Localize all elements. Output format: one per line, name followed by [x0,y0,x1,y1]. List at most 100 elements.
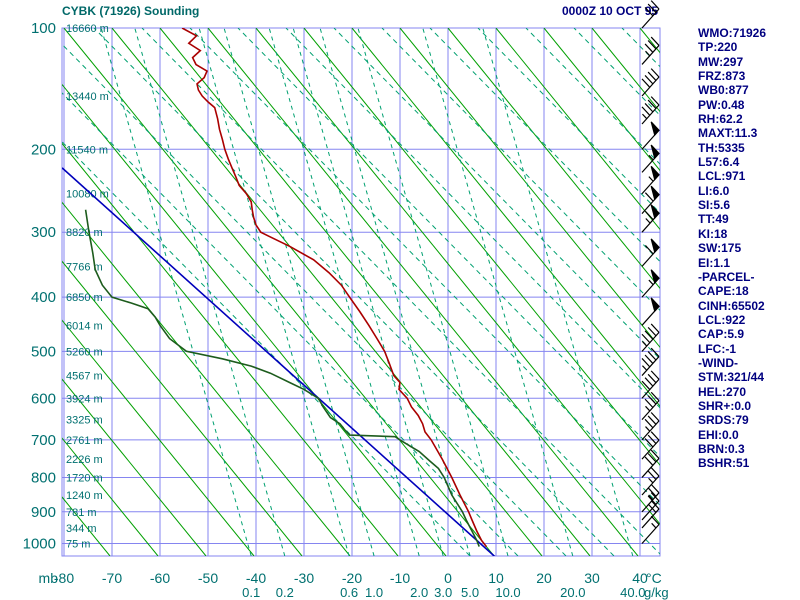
barb-full-tick [650,370,660,380]
barb-full-tick [641,333,651,344]
dry-adiabat-line [495,28,660,231]
dry-adiabat-line [159,28,591,556]
panel-line: SHR+:0.0 [698,398,752,413]
mixing-ratio-line [268,28,420,556]
pressure-tick-label: 800 [31,469,56,486]
temp-tick-label: 20 [536,570,552,586]
temp-tick-label: -70 [102,570,122,586]
barb-full-tick [644,354,654,364]
panel-line: PW:0.48 [698,97,745,112]
panel-line: L57:6.4 [698,155,740,170]
barb-flag [650,185,660,201]
barb-full-tick [647,415,657,425]
mixing-ratio-label: 20.0 [560,585,585,600]
barb-staff [641,104,660,125]
wind-barb [641,515,660,544]
barb-full-tick [650,96,660,106]
barb-half-tick [645,50,651,57]
wind-barb [641,204,660,233]
wind-barb [641,0,660,29]
barb-half-tick [641,341,648,347]
barb-full-tick [650,483,660,494]
height-label: 13440 m [66,91,109,103]
dry-adiabats [62,28,660,556]
panel-line: TT:49 [698,212,729,227]
barb-flag [650,121,660,137]
pressure-axis-labels: 100 200 300 400 500 600 700 800 900 1000 [23,20,56,553]
pressure-tick-label: 400 [31,289,56,306]
height-label: 3325 m [66,415,103,427]
dry-adiabat-line [62,319,255,556]
barb-full-tick [647,470,657,480]
wind-barb [641,185,660,214]
barb-full-tick [644,438,654,448]
panel-line: MW:297 [698,54,744,69]
mixing-ratio-label: 3.0 [434,585,452,600]
panel-line: KI:18 [698,226,728,241]
pressure-tick-label: 900 [31,504,56,521]
mixing-ratio-lines [100,28,634,556]
barb-half-tick [648,176,654,182]
barb-full-tick [644,43,654,53]
dry-adiabat-line [63,28,495,556]
plot-border [61,27,661,557]
wind-barb [641,121,660,150]
height-label: 5260 m [66,346,103,358]
panel-line: TH:5335 [698,140,745,155]
height-label: 11540 m [66,144,108,156]
temp-tick-label: 30 [584,570,600,586]
height-label: 3924 m [66,393,103,405]
wind-barb [641,449,660,478]
barb-half-tick [641,365,648,371]
panel-line: CAPE:18 [698,284,749,299]
wind-barb [641,483,660,513]
barb-full-tick [647,351,657,361]
chart-datetime: 0000Z 10 OCT 95 [562,4,659,18]
barb-full-tick [647,326,657,337]
barb-full-tick [647,434,657,444]
dry-adiabat-line [62,260,303,556]
wind-barb [641,297,660,326]
barb-full-tick [641,380,651,390]
barb-full-tick [647,453,657,463]
height-label: 344 m [66,523,97,535]
dewpoint-trace [84,209,480,547]
pressure-tick-label: 200 [31,141,56,158]
wind-barb [641,144,660,173]
mixing-ratio-label: 10.0 [495,585,520,600]
panel-line: EHI:0.0 [698,427,739,442]
height-label: 1240 m [66,490,103,502]
barb-full-tick [647,71,657,81]
panel-line: STM:321/44 [698,370,765,385]
mixing-ratio-line [100,28,252,556]
panel-line: -WIND- [698,355,738,370]
moist-adiabat-line [333,28,660,360]
dry-adiabat-line [447,28,660,290]
reference-line [62,167,496,556]
barb-full-tick [644,245,654,255]
indices-panel: WMO:71926 TP:220 MW:297 FRZ:873 WB0:877 PW:0.… [698,26,800,471]
panel-line: LCL:971 [698,169,746,184]
mixing-ratio-label: 0.6 [340,585,358,600]
wind-barb [641,370,660,399]
dry-adiabat-line [255,28,660,525]
panel-line: TP:220 [698,40,738,55]
barb-staff [641,356,660,376]
mixing-ratio-line [319,28,471,556]
barb-full-tick [647,487,657,497]
height-label: 8820 m [66,227,103,239]
mixing-ratio-label: 2.0 [410,585,428,600]
dry-adiabat-line [62,142,399,556]
temp-tick-label: -20 [342,570,362,586]
panel-line: EI:1.1 [698,255,731,270]
height-label: 2226 m [66,454,103,466]
pressure-unit-label: mb [39,570,59,586]
barb-staff [641,45,660,65]
barb-full-tick [647,395,657,405]
barb-full-tick [650,515,660,525]
wind-barbs [641,0,660,544]
mixing-ratio-line [198,28,350,556]
panel-line: FRZ:873 [698,69,746,84]
chart-title: CYBK (71926) Sounding [62,4,200,18]
dry-adiabat-line [62,437,159,556]
